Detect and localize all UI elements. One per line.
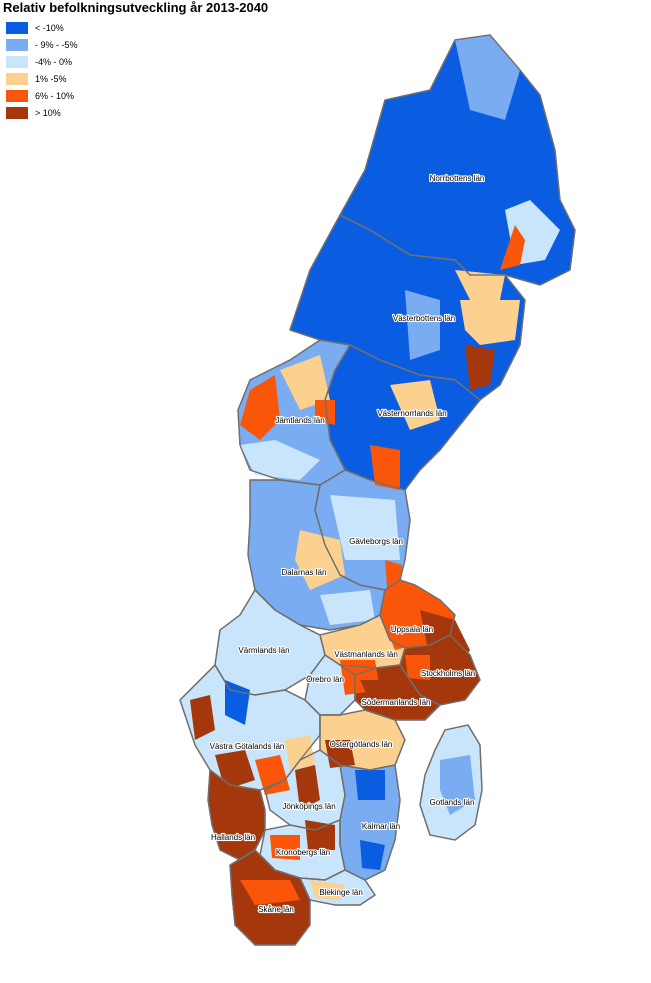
municipality-patches bbox=[179, 34, 576, 946]
county-label-blekinge: Blekinge län bbox=[319, 888, 363, 897]
county-border-gotland bbox=[419, 724, 483, 841]
municipality-patch bbox=[225, 680, 250, 725]
legend-label: 1% -5% bbox=[35, 73, 67, 84]
legend-item: > 10% bbox=[6, 104, 78, 121]
legend-label: -4% - 0% bbox=[35, 56, 73, 67]
legend-swatch bbox=[6, 106, 28, 119]
legend-swatch bbox=[6, 21, 28, 34]
municipality-patch bbox=[385, 620, 415, 650]
county-border-blekinge bbox=[299, 869, 376, 906]
county-label-halland: Hallands län bbox=[211, 833, 255, 842]
municipality-patch bbox=[315, 400, 335, 425]
legend-item: < -10% bbox=[6, 19, 78, 36]
county-label-kronoberg: Kronobergs län bbox=[276, 848, 330, 857]
municipality-patch bbox=[355, 620, 385, 650]
municipality-patch bbox=[390, 380, 440, 430]
legend-swatch bbox=[6, 55, 28, 68]
municipality-patch bbox=[500, 225, 525, 270]
legend: < -10% - 9% - -5% -4% - 0% 1% -5% 6% - 1… bbox=[6, 19, 78, 121]
legend-label: - 9% - -5% bbox=[35, 39, 78, 50]
county-label-ostergotland: Östergötlands län bbox=[330, 740, 393, 749]
municipality-patch bbox=[360, 680, 415, 712]
municipality-patch bbox=[305, 820, 335, 850]
county-label-vastmanland: Västmanlands län bbox=[334, 650, 398, 659]
county-border-skane bbox=[229, 849, 311, 946]
municipality-patch bbox=[240, 440, 320, 480]
county-border-vasterbotten bbox=[289, 214, 526, 401]
legend-item: 1% -5% bbox=[6, 70, 78, 87]
county-label-uppsala: Uppsala län bbox=[391, 625, 433, 634]
municipality-patch bbox=[245, 905, 300, 940]
county-label-gotland: Gotlands län bbox=[430, 798, 475, 807]
legend-label: < -10% bbox=[35, 22, 64, 33]
county-label-skane: Skåne län bbox=[258, 905, 294, 914]
municipality-patch bbox=[360, 840, 385, 870]
municipality-patch bbox=[440, 755, 475, 815]
county-label-norrbotten: Norrbottens län bbox=[430, 174, 485, 183]
county-label-dalarna: Dalarnas län bbox=[282, 568, 327, 577]
county-label-gavleborg: Gävleborgs län bbox=[349, 537, 403, 546]
municipality-patch bbox=[240, 880, 300, 905]
county-label-jonkoping: Jönköpings län bbox=[282, 802, 335, 811]
county-label-stockholm: Stockholms län bbox=[421, 669, 475, 678]
municipality-patch bbox=[255, 755, 290, 795]
municipality-patch bbox=[330, 495, 400, 560]
county-label-sodermanland: Södermanlands län bbox=[362, 698, 431, 707]
county-label-vasterbotten: Västerbottens län bbox=[393, 314, 455, 323]
legend-item: - 9% - -5% bbox=[6, 36, 78, 53]
municipality-patch bbox=[405, 290, 440, 360]
county-border-sodermanland bbox=[354, 664, 441, 721]
municipality-patch bbox=[285, 735, 315, 770]
municipality-patch bbox=[355, 770, 385, 800]
county-label-orebro: Örebro län bbox=[306, 675, 344, 684]
county-label-jamtland: Jämtlands län bbox=[275, 416, 324, 425]
municipality-patch bbox=[455, 270, 505, 300]
municipality-patch bbox=[455, 35, 520, 120]
legend-swatch bbox=[6, 72, 28, 85]
county-label-kalmar: Kalmar län bbox=[362, 822, 400, 831]
municipality-patch bbox=[385, 560, 402, 600]
county-labels: Norrbottens län Västerbottens län Västerno… bbox=[209, 173, 486, 915]
municipality-patch bbox=[240, 375, 280, 440]
map-title: Relativ befolkningsutveckling år 2013-20… bbox=[3, 0, 269, 15]
legend-label: > 10% bbox=[35, 107, 61, 118]
municipality-patch bbox=[350, 805, 380, 840]
municipality-patch bbox=[215, 790, 245, 840]
legend-swatch bbox=[6, 89, 28, 102]
county-label-vastragotaland: Västra Götalands län bbox=[210, 742, 285, 751]
municipality-patch bbox=[295, 530, 345, 590]
county-border-kalmar bbox=[339, 764, 401, 881]
county-label-vasternorrland: Västernorrlands län bbox=[377, 409, 446, 418]
municipality-patch bbox=[190, 695, 215, 740]
municipality-patch bbox=[280, 355, 330, 410]
municipality-patch bbox=[460, 300, 520, 345]
municipality-patch bbox=[325, 740, 355, 768]
municipality-patch bbox=[240, 630, 270, 665]
municipality-patch bbox=[295, 765, 320, 810]
municipality-patch bbox=[310, 880, 345, 900]
municipality-patch bbox=[465, 345, 495, 390]
county-label-varmland: Värmlands län bbox=[238, 646, 289, 655]
municipality-patch bbox=[320, 590, 375, 625]
municipality-patch bbox=[420, 610, 470, 675]
legend-label: 6% - 10% bbox=[35, 90, 75, 101]
legend-swatch bbox=[6, 38, 28, 51]
municipality-patch bbox=[215, 750, 255, 790]
legend-item: 6% - 10% bbox=[6, 87, 78, 104]
municipality-patch bbox=[370, 445, 400, 490]
legend-item: -4% - 0% bbox=[6, 53, 78, 70]
municipality-patch bbox=[405, 655, 430, 680]
municipality-patch bbox=[270, 835, 300, 860]
county-border-jamtland bbox=[237, 339, 351, 486]
